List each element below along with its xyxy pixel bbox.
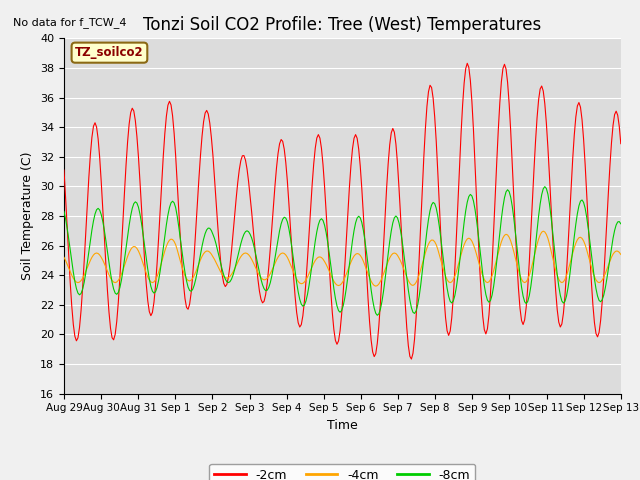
Legend: -2cm, -4cm, -8cm: -2cm, -4cm, -8cm xyxy=(209,464,476,480)
X-axis label: Time: Time xyxy=(327,419,358,432)
Text: TZ_soilco2: TZ_soilco2 xyxy=(75,46,144,59)
Text: No data for f_TCW_4: No data for f_TCW_4 xyxy=(13,17,126,28)
Y-axis label: Soil Temperature (C): Soil Temperature (C) xyxy=(22,152,35,280)
Title: Tonzi Soil CO2 Profile: Tree (West) Temperatures: Tonzi Soil CO2 Profile: Tree (West) Temp… xyxy=(143,16,541,34)
